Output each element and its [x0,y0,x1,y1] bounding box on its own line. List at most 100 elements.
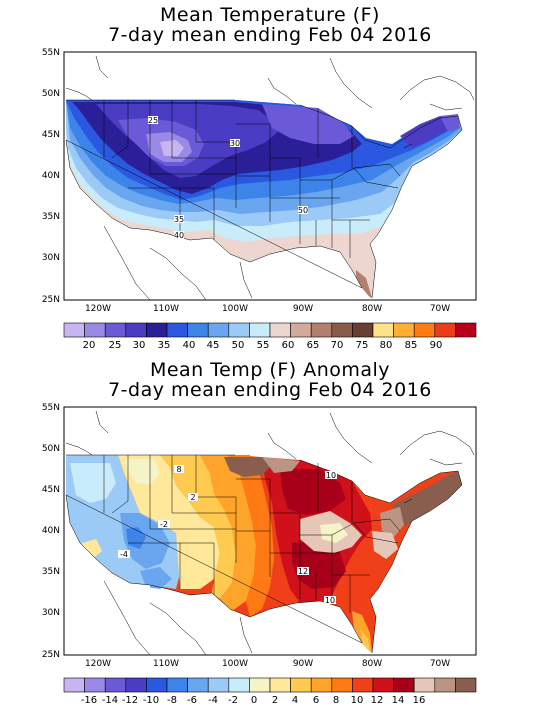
panel1-coastlines [65,55,475,301]
colorbar-label: 20 [83,340,96,351]
lon-label: 120W [85,659,111,669]
panel1-colorbar-labels: 20 25 30 35 40 45 50 55 60 65 70 75 80 8… [83,340,443,351]
panel2-state-borders [65,454,463,654]
colorbar-swatch [455,322,477,338]
colorbar-label: 30 [133,340,146,351]
panel2-coastlines [65,410,475,656]
colorbar-swatch [434,322,456,338]
colorbar-swatch [434,677,456,693]
panel2-contour-label: 12 [298,567,308,576]
panel1-contour-label: 30 [230,139,240,148]
panel1-lon-axis: 120W 110W 100W 90W 80W 70W [85,304,450,314]
colorbar-swatch [310,677,333,693]
colorbar-label: 60 [282,340,295,351]
colorbar-label: 50 [232,340,245,351]
lat-label: 30N [42,608,60,618]
panel1-colorbar [63,322,477,338]
colorbar-label: -16 [81,695,97,706]
colorbar-swatch [84,322,106,338]
lat-label: 55N [42,48,60,58]
colorbar-swatch [413,677,436,693]
colorbar-swatch [352,677,374,693]
panel1-contour-label: 40 [174,231,184,240]
colorbar-label: -4 [208,695,218,706]
colorbar-swatch [125,677,147,693]
lat-label: 25N [42,295,60,305]
panel2-title-line2: 7-day mean ending Feb 04 2016 [108,379,432,401]
panel1-contour-label: 25 [148,116,158,125]
colorbar-swatch [269,322,291,338]
colorbar-swatch [413,322,436,338]
colorbar-swatch [455,677,477,693]
panel1-contour-label: 50 [298,206,308,215]
lon-label: 90W [293,659,313,669]
colorbar-swatch [207,677,230,693]
colorbar-swatch [207,322,230,338]
panel1-lat-axis: 55N 50N 45N 40N 35N 30N 25N [42,48,60,305]
colorbar-label: 4 [292,695,298,706]
panel1-title-line2: 7-day mean ending Feb 04 2016 [108,24,432,46]
lon-label: 100W [222,659,248,669]
lon-label: 110W [153,304,179,314]
panel1-map-frame [63,51,477,301]
colorbar-swatch [290,322,312,338]
panel2-map: 8 10 2 -2 -4 12 10 55N 50N 45N 40N 35N 3… [0,403,540,709]
panel2-lat-axis: 55N 50N 45N 40N 35N 30N 25N [42,403,60,660]
colorbar-label: 75 [356,340,369,351]
colorbar-swatch [310,322,333,338]
colorbar-swatch [372,322,394,338]
lon-label: 80W [362,304,382,314]
lat-label: 40N [42,171,60,181]
colorbar-label: 25 [109,340,122,351]
colorbar-label: -8 [167,695,177,706]
lat-label: 45N [42,485,60,495]
lat-label: 30N [42,253,60,263]
lat-label: 35N [42,567,60,577]
colorbar-swatch [63,677,85,693]
colorbar-label: 70 [331,340,344,351]
panel1-temperature-field [64,52,476,300]
panel2-contour-label: 10 [326,471,336,480]
colorbar-swatch [352,322,374,338]
colorbar-label: 10 [351,695,364,706]
panel2-title-line1: Mean Temp (F) Anomaly [149,359,391,381]
lat-label: 25N [42,650,60,660]
colorbar-swatch [290,677,312,693]
lat-label: 50N [42,89,60,99]
colorbar-swatch [393,322,415,338]
colorbar-swatch [187,322,209,338]
colorbar-swatch [249,677,271,693]
lon-label: 110W [153,659,179,669]
colorbar-label: 12 [371,695,384,706]
colorbar-swatch [146,322,168,338]
panel2-map-frame [63,406,477,656]
colorbar-label: 85 [405,340,418,351]
colorbar-label: 8 [333,695,339,706]
lon-label: 80W [362,659,382,669]
colorbar-swatch [166,322,188,338]
lon-label: 90W [293,304,313,314]
colorbar-swatch [104,677,127,693]
lat-label: 35N [42,212,60,222]
lon-label: 100W [222,304,248,314]
colorbar-label: -14 [102,695,118,706]
colorbar-label: 6 [313,695,319,706]
panel1-title-line1: Mean Temperature (F) [160,4,380,26]
lat-label: 55N [42,403,60,413]
colorbar-label: 40 [183,340,196,351]
colorbar-swatch [249,322,271,338]
colorbar-swatch [269,677,291,693]
colorbar-swatch [228,677,250,693]
colorbar-swatch [372,677,394,693]
colorbar-label: 90 [430,340,443,351]
colorbar-swatch [393,677,415,693]
colorbar-label: 35 [158,340,171,351]
colorbar-label: 16 [413,695,426,706]
panel2-contour-label: -4 [120,550,128,559]
colorbar-swatch [84,677,106,693]
colorbar-swatch [125,322,147,338]
colorbar-label: 45 [207,340,220,351]
lon-label: 120W [85,304,111,314]
colorbar-label: -6 [187,695,197,706]
colorbar-swatch [228,322,250,338]
